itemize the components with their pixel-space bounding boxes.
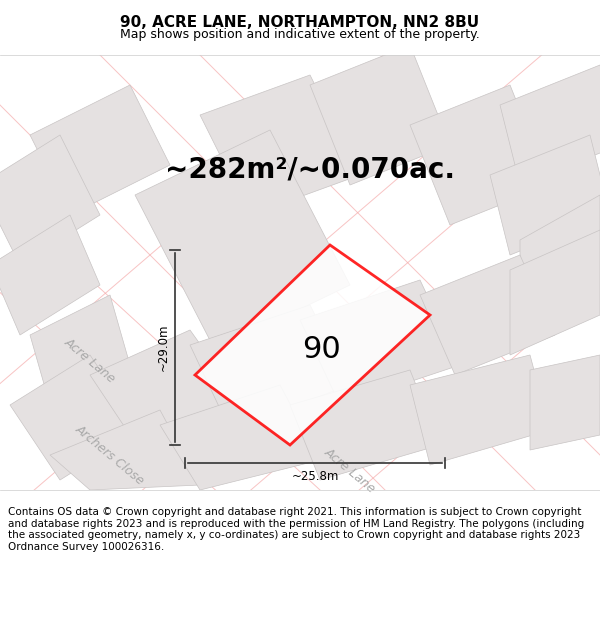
Polygon shape [30, 295, 130, 405]
Polygon shape [290, 370, 440, 480]
Polygon shape [490, 135, 600, 255]
Text: ~282m²/~0.070ac.: ~282m²/~0.070ac. [165, 156, 455, 184]
Polygon shape [0, 135, 100, 265]
Text: Acre Lane: Acre Lane [62, 335, 118, 385]
Polygon shape [300, 280, 460, 405]
Text: Archers Close: Archers Close [73, 422, 147, 488]
Text: Map shows position and indicative extent of the property.: Map shows position and indicative extent… [120, 28, 480, 41]
Text: 90, ACRE LANE, NORTHAMPTON, NN2 8BU: 90, ACRE LANE, NORTHAMPTON, NN2 8BU [121, 16, 479, 31]
Text: ~25.8m: ~25.8m [292, 469, 338, 482]
Polygon shape [50, 410, 200, 490]
Polygon shape [0, 215, 100, 335]
Polygon shape [200, 75, 360, 215]
Polygon shape [520, 195, 600, 320]
Polygon shape [30, 85, 170, 215]
Polygon shape [10, 355, 140, 480]
Text: 90: 90 [302, 336, 341, 364]
Polygon shape [310, 45, 450, 185]
Text: Contains OS data © Crown copyright and database right 2021. This information is : Contains OS data © Crown copyright and d… [8, 507, 584, 552]
Polygon shape [500, 65, 600, 185]
Text: ~29.0m: ~29.0m [157, 324, 170, 371]
Polygon shape [410, 355, 550, 465]
Polygon shape [90, 330, 240, 450]
Polygon shape [530, 355, 600, 450]
Polygon shape [420, 255, 555, 375]
Polygon shape [510, 230, 600, 355]
Polygon shape [195, 245, 430, 445]
Polygon shape [410, 85, 550, 225]
Polygon shape [190, 305, 350, 430]
Polygon shape [160, 385, 320, 490]
Polygon shape [135, 130, 350, 350]
Text: Acre Lane: Acre Lane [322, 445, 378, 495]
